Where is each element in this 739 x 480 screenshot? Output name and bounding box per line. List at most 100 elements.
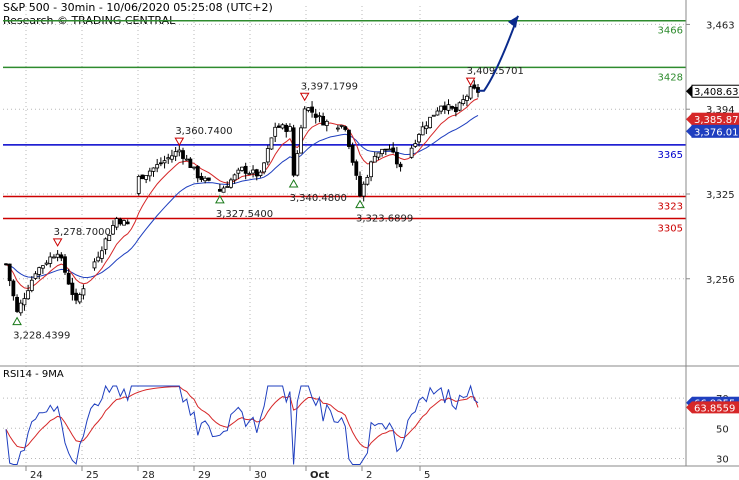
pivot-high-label: 3,360.7400 xyxy=(175,126,232,137)
pivot-low-marker xyxy=(355,199,365,209)
level-label-3305: 3305 xyxy=(658,224,683,235)
candle-body xyxy=(4,263,8,266)
rsi-tick-label: 30 xyxy=(716,454,729,465)
price-tag-pointer xyxy=(686,125,692,138)
candle-body xyxy=(92,261,97,269)
date-label: Oct xyxy=(310,470,329,480)
candle-body xyxy=(424,125,429,130)
rsi-tag: 63.8559 xyxy=(686,401,739,414)
candle-body xyxy=(29,279,34,291)
candle-body xyxy=(453,106,458,113)
level-label-3323: 3323 xyxy=(658,201,683,212)
candle-body xyxy=(465,95,469,101)
candle-body xyxy=(265,148,270,163)
candle-body xyxy=(221,187,226,193)
candle-body xyxy=(103,238,108,250)
candle-body xyxy=(225,186,230,188)
candle-body xyxy=(229,179,233,188)
price-tag: 3,385.87 xyxy=(686,112,739,126)
rsi-tick-label: 50 xyxy=(716,424,729,435)
candle-body xyxy=(273,126,278,137)
candle-body xyxy=(280,124,285,129)
candle-body xyxy=(284,124,289,132)
candle-body xyxy=(262,162,267,173)
candle-body xyxy=(55,253,60,258)
candle-body xyxy=(383,148,388,151)
candle-body xyxy=(398,163,403,168)
candle-body xyxy=(240,166,244,171)
candle-body xyxy=(435,110,440,116)
pivot-low-label: 3,228.4399 xyxy=(13,331,70,342)
candle-body xyxy=(158,162,163,165)
candle-body xyxy=(147,170,152,177)
price-tag-pointer xyxy=(686,113,692,126)
candle-body xyxy=(26,290,31,300)
rsi-panel: 70503066.935563.8559 xyxy=(3,384,739,465)
date-axis: 24 25 28 29 30 Oct 2 5 xyxy=(25,466,430,480)
candle-body xyxy=(361,183,366,197)
candle-body xyxy=(291,127,296,176)
candle-body xyxy=(428,116,432,129)
candle-body xyxy=(203,177,208,182)
candle-body xyxy=(409,147,414,158)
candle-body xyxy=(413,143,418,147)
candle-body xyxy=(247,173,252,175)
candle-body xyxy=(276,125,281,128)
level-label-3365: 3365 xyxy=(658,150,683,161)
candle-body xyxy=(111,225,115,235)
candle-body xyxy=(48,256,53,264)
candle-body xyxy=(335,127,340,130)
pivot-low-label: 3,323.6899 xyxy=(356,214,413,225)
annotations: 3,278.7000 3,228.4399 3,360.7400 3,327.5400… xyxy=(12,66,524,342)
candles xyxy=(4,80,480,316)
price-tick-label: 3,256 xyxy=(706,275,735,286)
date-label: 2 xyxy=(366,470,372,480)
pivot-low-label: 3,327.5400 xyxy=(216,209,273,220)
candle-body xyxy=(18,302,23,314)
candle-body xyxy=(177,149,182,153)
pivot-low-label: 3,340.4800 xyxy=(290,193,347,204)
date-label: 24 xyxy=(30,470,43,480)
level-label-3428: 3428 xyxy=(658,72,683,83)
price-tag-pointer xyxy=(686,85,692,98)
candle-body xyxy=(7,263,12,282)
candle-body xyxy=(155,164,160,169)
candle-body xyxy=(217,189,222,192)
rsi-tag-pointer xyxy=(686,401,692,414)
candle-body xyxy=(394,152,399,165)
pivot-high-marker xyxy=(465,77,476,87)
rsi-tag-text: 63.8559 xyxy=(694,403,735,414)
candle-body xyxy=(417,134,421,143)
candle-body xyxy=(59,254,64,259)
candle-body xyxy=(70,282,75,295)
candle-body xyxy=(199,175,204,180)
pivot-high-marker xyxy=(52,238,63,247)
candle-body xyxy=(22,298,27,306)
rsi-title: RSI14 - 9MA xyxy=(3,369,64,380)
candle-body xyxy=(40,265,45,269)
candle-body xyxy=(170,155,174,160)
projection-arrowhead xyxy=(508,15,518,28)
pivot-high-marker xyxy=(174,137,185,147)
candle-body xyxy=(380,148,385,155)
candle-body xyxy=(295,153,300,176)
pivot-high-label: 3,397.1799 xyxy=(301,81,358,92)
candle-body xyxy=(206,177,211,181)
candle-body xyxy=(151,167,156,172)
pivot-low-marker xyxy=(288,178,299,188)
candle-body xyxy=(33,273,38,279)
candle-body xyxy=(173,151,178,157)
projection-line xyxy=(478,15,519,92)
candle-body xyxy=(431,114,436,117)
candle-body xyxy=(387,148,392,151)
date-label: 25 xyxy=(86,470,99,480)
candle-body xyxy=(184,158,189,161)
candle-body xyxy=(11,280,16,297)
candle-body xyxy=(236,169,241,174)
rsi-line xyxy=(5,384,479,465)
candle-body xyxy=(188,158,193,168)
candle-body xyxy=(254,169,259,177)
candle-body xyxy=(136,176,141,194)
date-label: 30 xyxy=(254,470,267,480)
price-tag-text: 3,376.01 xyxy=(694,127,739,138)
